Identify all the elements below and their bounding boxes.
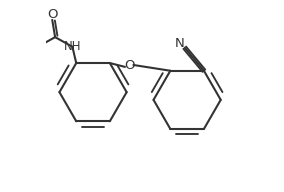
Text: N: N bbox=[175, 37, 185, 50]
Text: O: O bbox=[47, 8, 57, 21]
Text: O: O bbox=[124, 60, 134, 72]
Text: NH: NH bbox=[64, 40, 81, 53]
